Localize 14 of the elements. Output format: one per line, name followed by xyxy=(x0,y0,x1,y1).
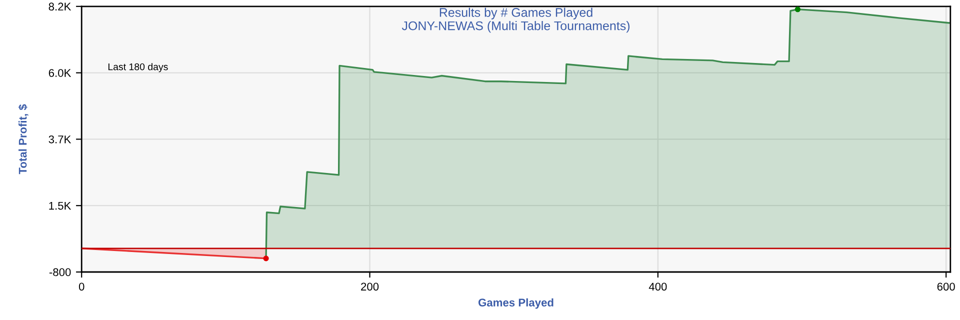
y-axis-title: Total Profit, $ xyxy=(18,104,28,174)
y-tick-label: -800 xyxy=(49,268,71,276)
x-tick-label: 200 xyxy=(361,282,379,291)
y-tick-label: 3.7K xyxy=(48,135,72,144)
x-tick-label: 0 xyxy=(78,282,84,291)
text: JONY-NEWAS (Multi Table Tournaments) xyxy=(402,21,630,33)
annotation: Last 180 days xyxy=(108,63,168,72)
y-tick-label: 1.5K xyxy=(49,202,72,210)
x-tick-label: 400 xyxy=(648,282,667,291)
y-tick-label: 8.2K xyxy=(48,2,72,11)
x-axis-title: Games Played xyxy=(478,298,554,309)
y-tick-label: 6.0K xyxy=(48,69,72,77)
x-tick-label: 600 xyxy=(937,282,955,291)
chart-title: Results by # Games Played xyxy=(440,8,592,20)
